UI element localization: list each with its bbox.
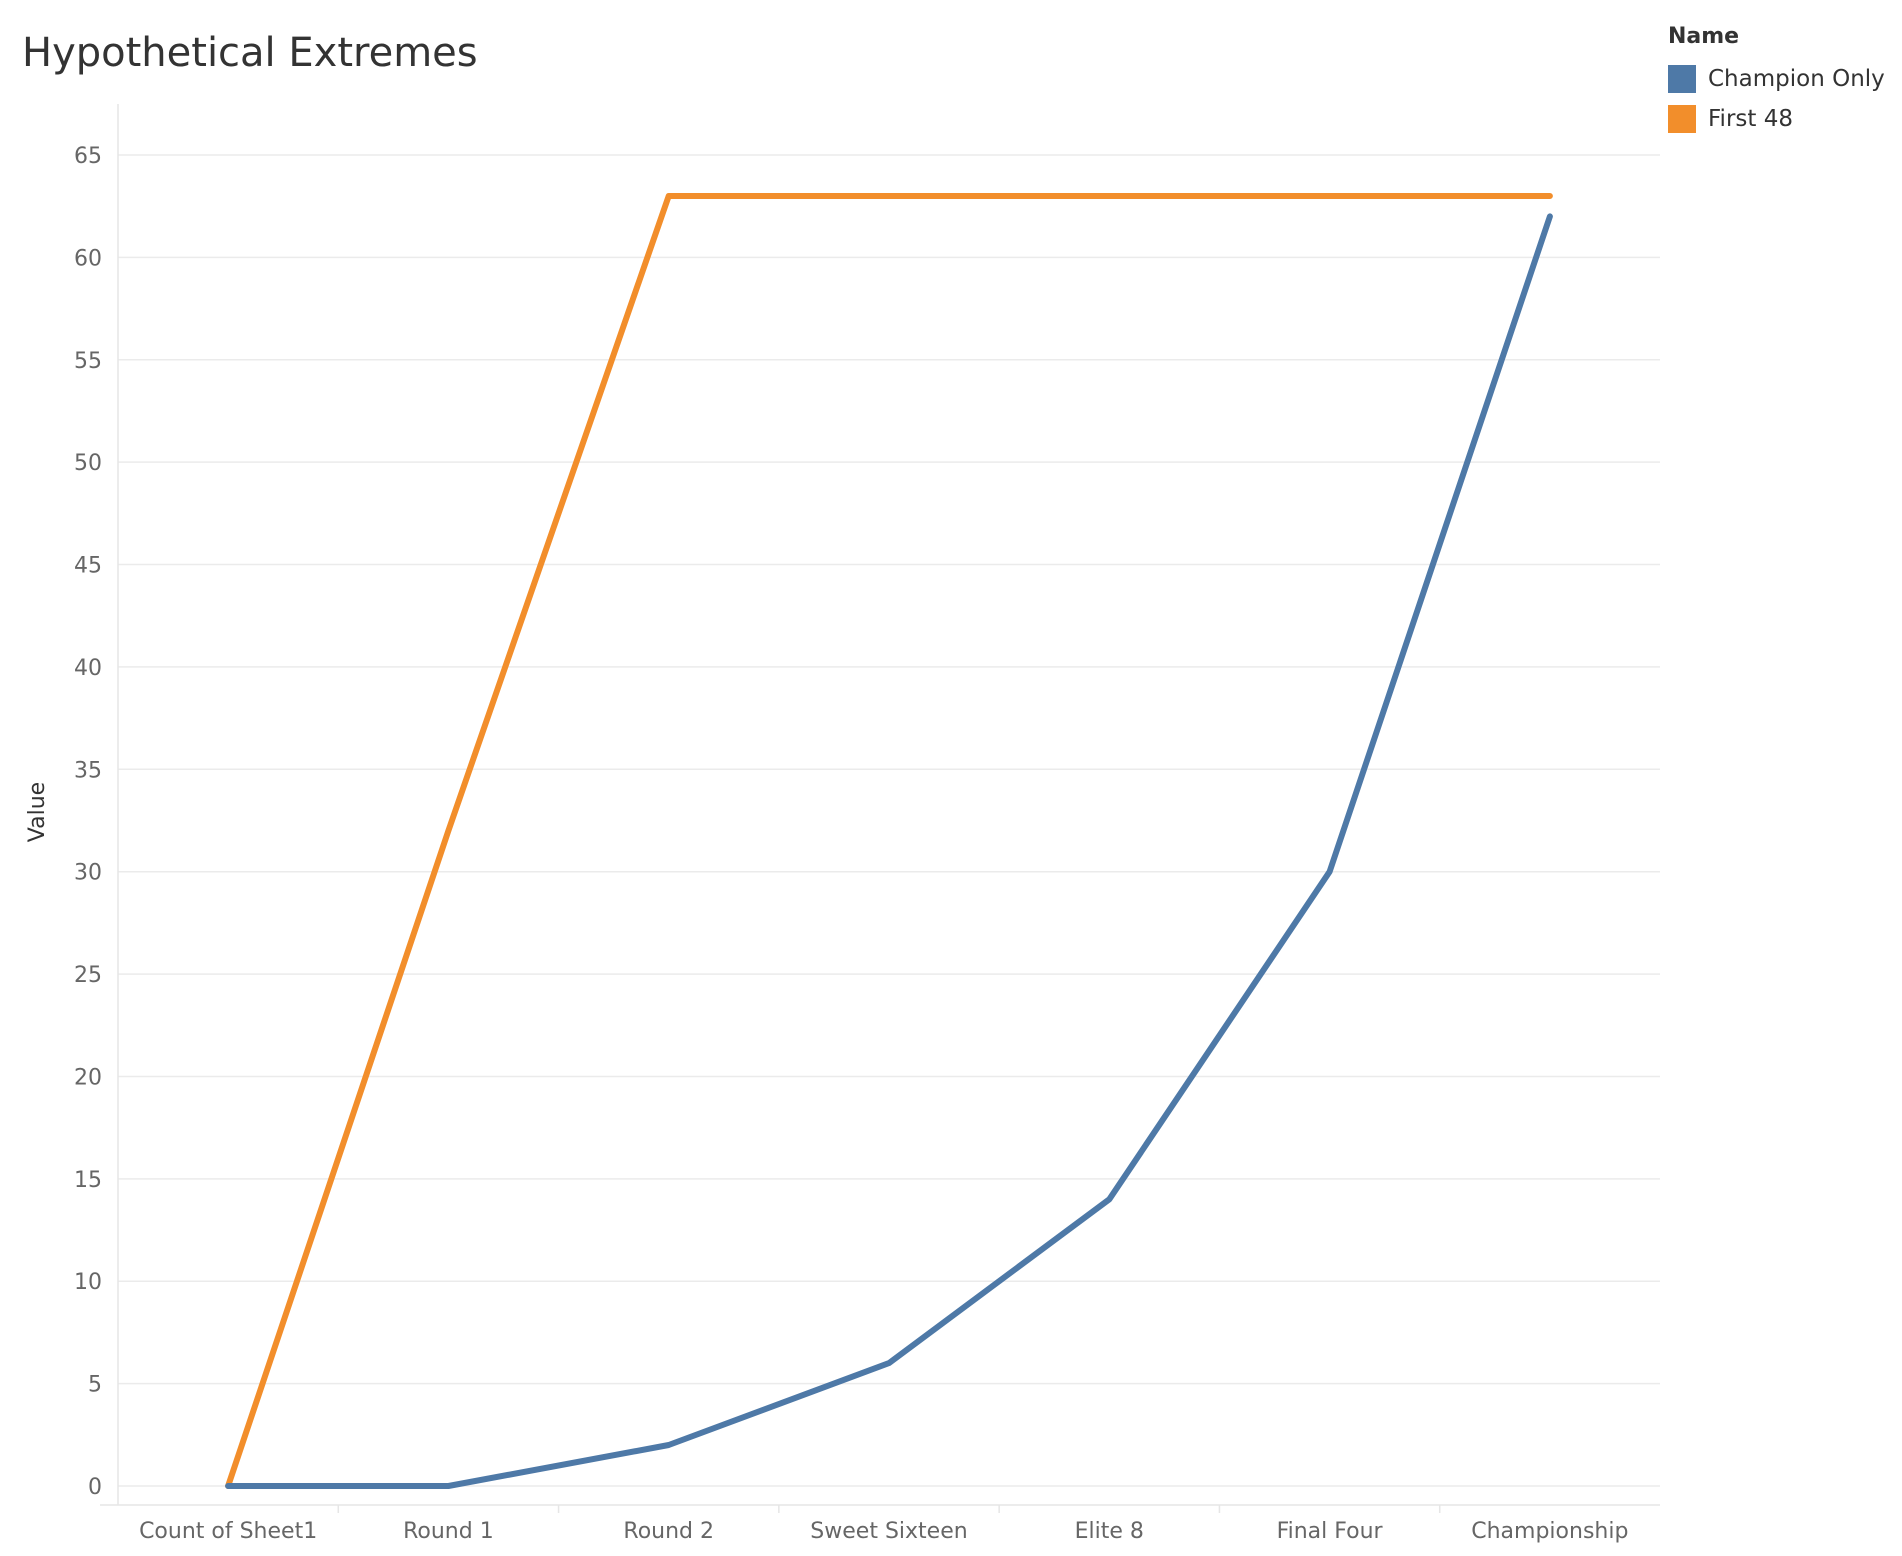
x-tick-label: Sweet Sixteen xyxy=(810,1519,967,1544)
legend-swatch-champion-only xyxy=(1668,65,1696,93)
y-tick-label: 15 xyxy=(74,1168,102,1193)
legend-item-first-48[interactable]: First 48 xyxy=(1668,99,1898,139)
x-tick-label: Elite 8 xyxy=(1075,1519,1144,1544)
y-tick-label: 25 xyxy=(74,963,102,988)
x-tick-label: Round 1 xyxy=(403,1519,494,1544)
series-line-first-48[interactable] xyxy=(225,193,1553,1489)
legend: Name Champion Only First 48 xyxy=(1668,24,1898,139)
legend-item-champion-only[interactable]: Champion Only xyxy=(1668,59,1898,99)
y-axis-title: Value xyxy=(25,782,50,842)
series-line-champion-only[interactable] xyxy=(225,213,1553,1489)
gridlines xyxy=(118,154,1660,1487)
chart-title: Hypothetical Extremes xyxy=(22,30,478,76)
legend-label-first-48: First 48 xyxy=(1708,106,1793,132)
y-tick-label: 30 xyxy=(74,861,102,886)
legend-title: Name xyxy=(1668,24,1740,49)
axes: 0 5 10 15 20 25 30 35 40 45 50 55 60 65 Count of Sheet… xyxy=(74,104,1660,1544)
x-tick-label: Round 2 xyxy=(623,1519,714,1544)
legend-swatch-first-48 xyxy=(1668,105,1696,133)
y-tick-label: 10 xyxy=(74,1270,102,1295)
y-tick-label: 0 xyxy=(88,1475,102,1500)
y-tick-label: 5 xyxy=(88,1373,102,1398)
legend-label-champion-only: Champion Only xyxy=(1708,66,1885,92)
y-tick-label: 35 xyxy=(74,758,102,783)
y-tick-label: 20 xyxy=(74,1065,102,1090)
y-tick-label: 65 xyxy=(74,144,102,169)
y-tick-label: 55 xyxy=(74,349,102,374)
x-tick-label: Championship xyxy=(1471,1519,1628,1544)
y-tick-label: 45 xyxy=(74,554,102,579)
y-tick-label: 60 xyxy=(74,246,102,271)
y-tick-label: 40 xyxy=(74,656,102,681)
x-tick-label: Final Four xyxy=(1277,1519,1384,1544)
series-lines xyxy=(225,193,1553,1489)
y-tick-label: 50 xyxy=(74,451,102,476)
x-tick-label: Count of Sheet1 xyxy=(139,1519,317,1544)
